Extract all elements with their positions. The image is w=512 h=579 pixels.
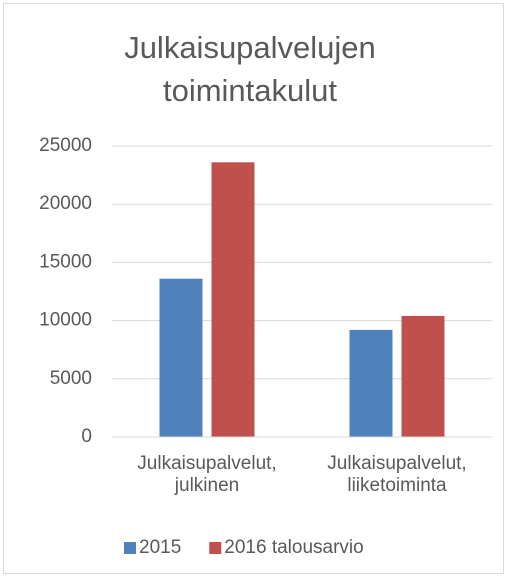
y-tick-label: 25000 bbox=[39, 135, 92, 156]
legend-label: 2016 talousarvio bbox=[224, 537, 363, 558]
bar bbox=[401, 315, 445, 437]
y-tick-label: 20000 bbox=[39, 193, 92, 214]
legend-swatch bbox=[209, 542, 222, 554]
y-tick-label: 0 bbox=[81, 426, 92, 447]
title-box: Julkaisupalvelujen toimintakulut bbox=[124, 30, 376, 108]
legend-label: 2015 bbox=[139, 537, 181, 558]
x-tick-label: Julkaisupalvelut, liiketoiminta bbox=[327, 453, 467, 496]
y-tick-label: 5000 bbox=[50, 368, 92, 389]
bar bbox=[349, 329, 393, 437]
chart-title: Julkaisupalvelujen toimintakulut bbox=[124, 30, 376, 108]
bar bbox=[159, 278, 203, 437]
x-tick-label: Julkaisupalvelut, julkinen bbox=[137, 453, 277, 496]
x-label-box: Julkaisupalvelut, julkinen bbox=[137, 453, 277, 496]
y-tick-label: 10000 bbox=[39, 310, 92, 331]
bar bbox=[211, 162, 255, 437]
x-label-box: Julkaisupalvelut, liiketoiminta bbox=[327, 453, 467, 496]
y-tick-label: 15000 bbox=[39, 251, 92, 272]
legend-swatch bbox=[124, 542, 136, 554]
